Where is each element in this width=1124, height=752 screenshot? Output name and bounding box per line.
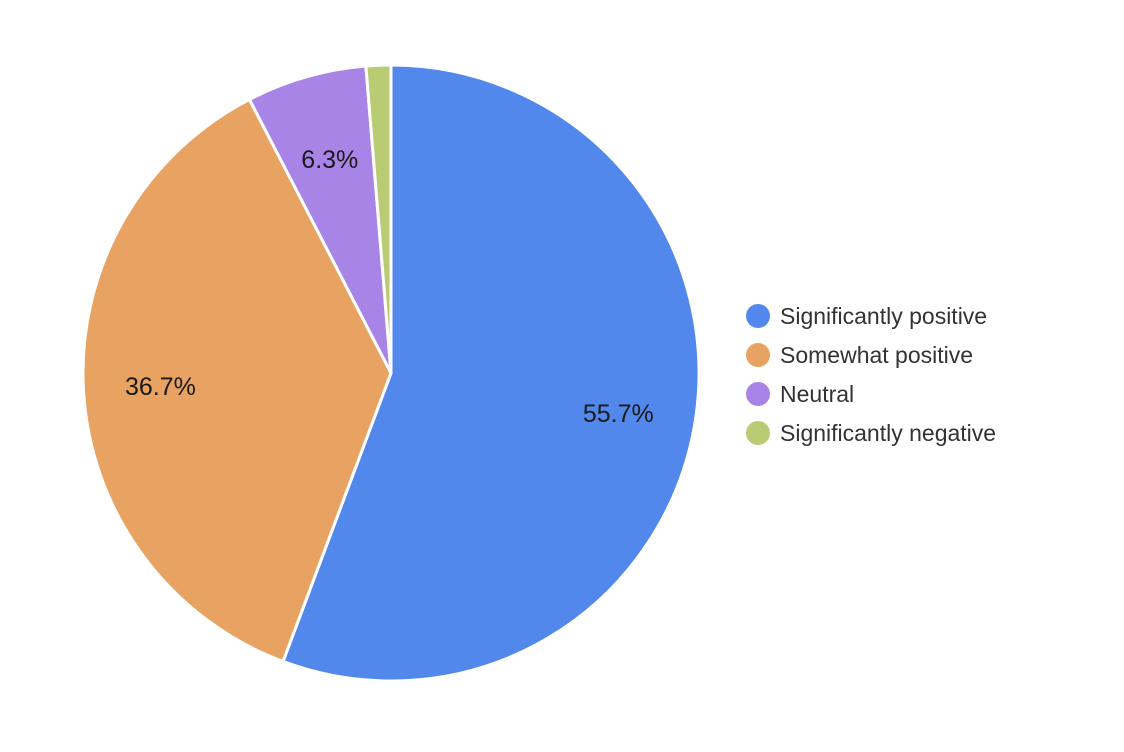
pie-slice-significantly-positive [281,63,701,683]
legend-swatch-neutral [746,382,770,406]
legend-swatch-significantly-negative [746,421,770,445]
pie-slice-labels: 55.7% 36.7% 6.3% [125,146,654,428]
slice-label-neutral: 6.3% [301,146,358,174]
legend-swatch-significantly-positive [746,304,770,328]
slice-label-somewhat-positive: 36.7% [125,373,196,401]
slice-label-significantly-positive: 55.7% [583,400,654,428]
legend-label-significantly-negative: Significantly negative [780,420,996,446]
pie-slice-somewhat-positive [81,97,393,663]
pie-slice-neutral [247,64,393,375]
legend-label-somewhat-positive: Somewhat positive [780,342,973,368]
pie-slices [81,63,701,683]
legend-label-significantly-positive: Significantly positive [780,303,987,329]
legend-swatch-somewhat-positive [746,343,770,367]
legend-label-neutral: Neutral [780,381,854,407]
legend: Significantly positive Somewhat positive N… [746,303,996,446]
pie-slice-significantly-negative [364,63,393,375]
